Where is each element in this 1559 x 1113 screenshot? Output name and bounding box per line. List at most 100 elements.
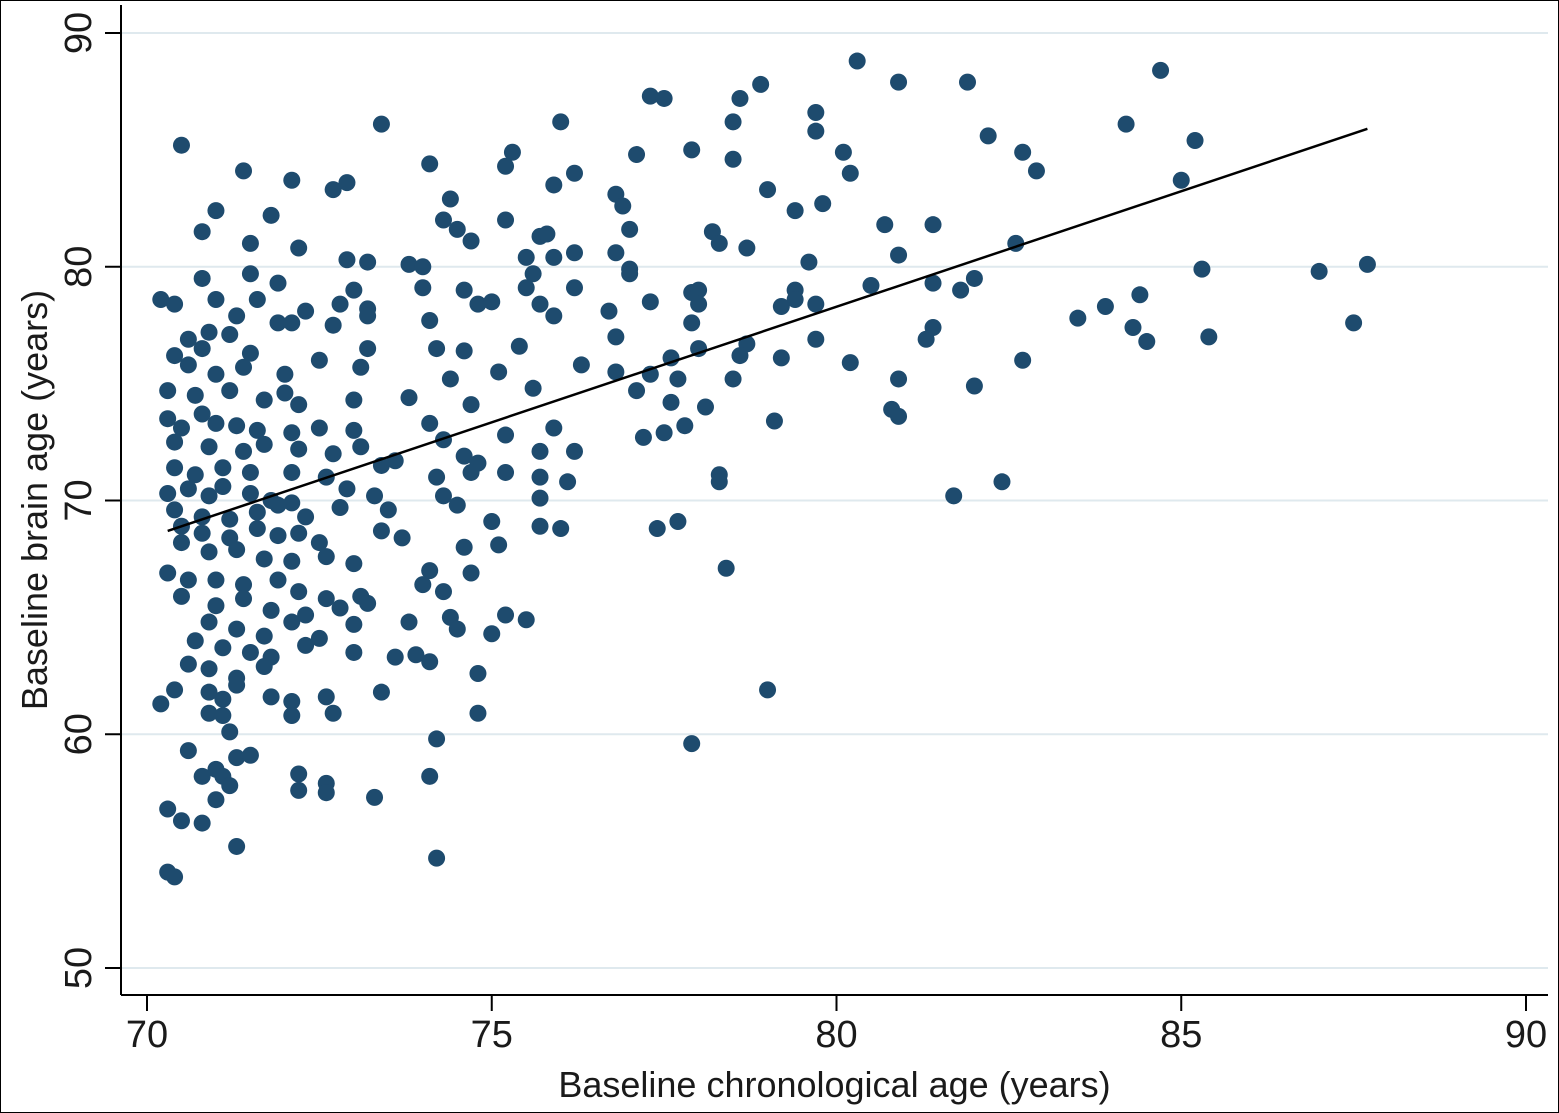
data-point — [159, 484, 177, 502]
data-point — [800, 253, 818, 271]
data-point — [414, 279, 432, 297]
data-point — [214, 707, 232, 725]
data-point — [621, 220, 639, 238]
data-point — [241, 265, 259, 283]
data-point — [407, 646, 425, 664]
data-point — [752, 75, 770, 93]
data-point — [428, 849, 446, 867]
data-point — [214, 639, 232, 657]
data-point — [669, 370, 687, 388]
data-point — [276, 384, 294, 402]
data-point — [214, 477, 232, 495]
data-point — [497, 606, 515, 624]
data-point — [290, 765, 308, 783]
data-point — [890, 407, 908, 425]
data-point — [345, 391, 363, 409]
data-point — [421, 653, 439, 671]
data-point — [731, 89, 749, 107]
data-point — [228, 307, 246, 325]
data-point — [607, 363, 625, 381]
data-point — [710, 473, 728, 491]
data-point — [690, 295, 708, 313]
data-point — [276, 365, 294, 383]
data-point — [1069, 309, 1087, 327]
data-point — [786, 290, 804, 308]
data-point — [152, 290, 170, 308]
data-point — [538, 225, 556, 243]
data-point — [172, 534, 190, 552]
data-point — [283, 707, 301, 725]
x-tick-label-75: 75 — [471, 1014, 513, 1056]
data-point — [400, 389, 418, 407]
data-point — [510, 337, 528, 355]
data-point — [965, 377, 983, 395]
data-point — [428, 468, 446, 486]
data-point — [462, 463, 480, 481]
data-point — [269, 274, 287, 292]
data-point — [497, 211, 515, 229]
data-point — [359, 307, 377, 325]
data-point — [338, 174, 356, 192]
data-point — [386, 648, 404, 666]
data-point — [283, 314, 301, 332]
data-point — [283, 613, 301, 631]
data-point — [441, 190, 459, 208]
data-point — [255, 435, 273, 453]
data-point — [455, 281, 473, 299]
data-point — [166, 295, 184, 313]
data-point — [248, 503, 266, 521]
data-point — [345, 643, 363, 661]
data-point — [221, 510, 239, 528]
data-point — [924, 319, 942, 337]
data-point — [241, 746, 259, 764]
data-point — [890, 246, 908, 264]
data-point — [366, 788, 384, 806]
data-point — [283, 693, 301, 711]
data-point — [345, 281, 363, 299]
data-point — [359, 340, 377, 358]
data-point — [890, 73, 908, 91]
data-point — [759, 681, 777, 699]
data-point — [600, 302, 618, 320]
data-point — [228, 676, 246, 694]
data-point — [159, 382, 177, 400]
data-point — [241, 484, 259, 502]
data-point — [269, 496, 287, 514]
data-point — [683, 735, 701, 753]
data-point — [193, 405, 211, 423]
data-point — [235, 590, 253, 608]
data-point — [421, 562, 439, 580]
y-tick-label-60: 60 — [58, 713, 100, 755]
data-point — [248, 290, 266, 308]
data-point — [269, 527, 287, 545]
data-point — [241, 234, 259, 252]
data-point — [193, 340, 211, 358]
data-point — [352, 358, 370, 376]
y-axis-title: Baseline brain age (years) — [14, 290, 55, 710]
data-point — [710, 234, 728, 252]
data-point — [890, 370, 908, 388]
data-point — [379, 501, 397, 519]
data-point — [952, 281, 970, 299]
data-point — [207, 414, 225, 432]
data-point — [228, 417, 246, 435]
data-point — [290, 440, 308, 458]
data-point — [531, 468, 549, 486]
data-point — [517, 279, 535, 297]
data-point — [469, 704, 487, 722]
data-point — [1014, 143, 1032, 161]
data-point — [207, 571, 225, 589]
data-point — [497, 157, 515, 175]
data-point — [490, 363, 508, 381]
data-point — [421, 767, 439, 785]
data-point — [724, 370, 742, 388]
data-point — [1200, 328, 1218, 346]
x-tick-label-70: 70 — [126, 1014, 168, 1056]
data-point — [193, 814, 211, 832]
data-points — [152, 52, 1376, 886]
data-point — [248, 421, 266, 439]
data-point — [200, 543, 218, 561]
data-point — [517, 248, 535, 266]
data-point — [434, 487, 452, 505]
data-point — [772, 349, 790, 367]
